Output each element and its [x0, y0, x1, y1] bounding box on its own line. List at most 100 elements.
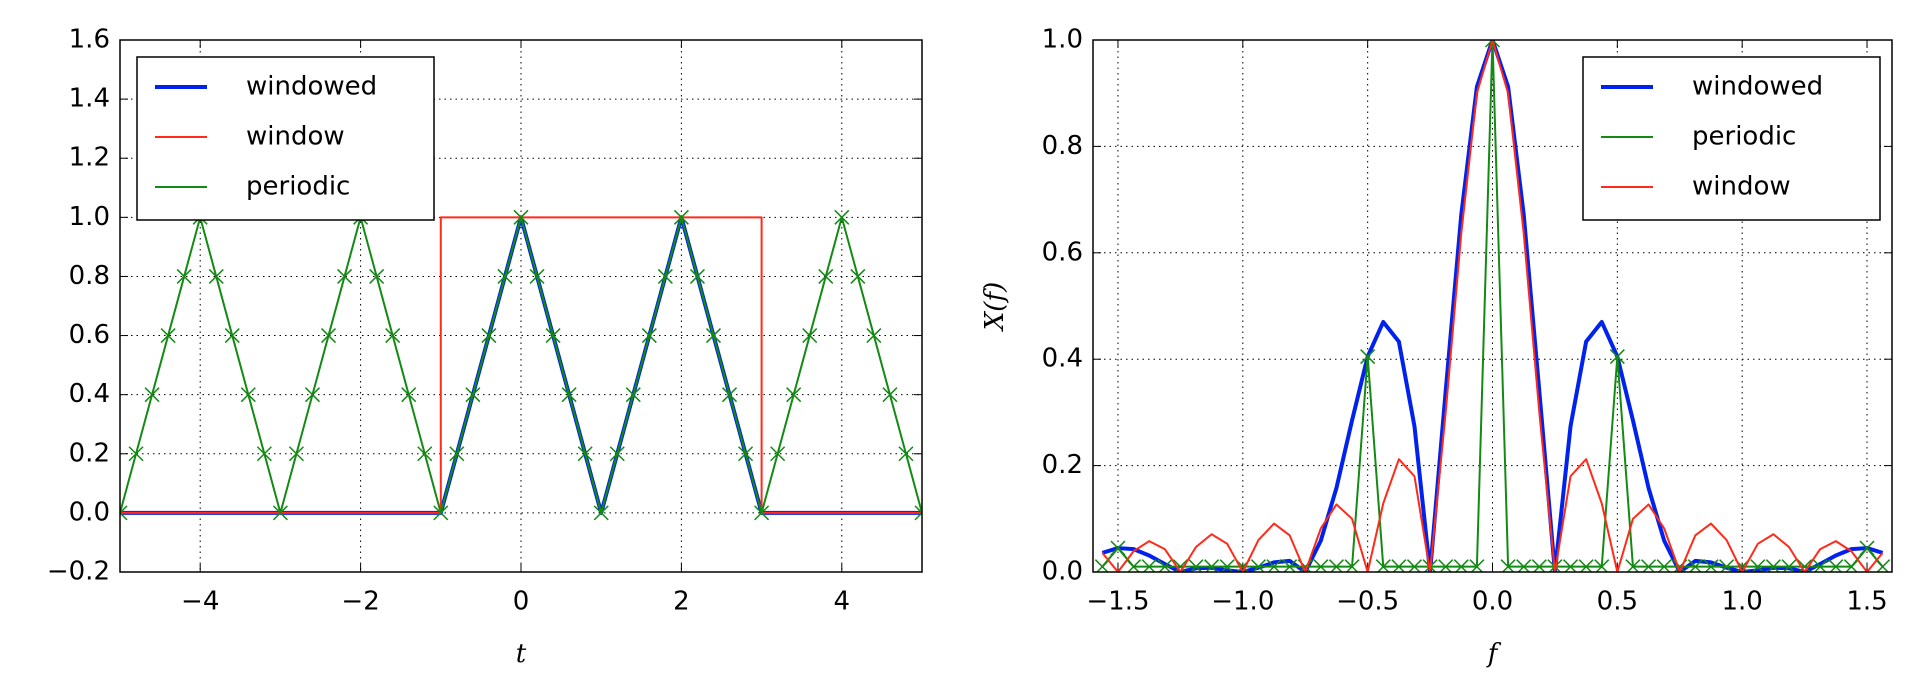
- x-tick-label: 1.0: [1722, 587, 1763, 617]
- axes-frame: [119, 39, 923, 573]
- marker: [176, 268, 192, 284]
- marker: [256, 446, 272, 462]
- y-tick-label: 1.6: [69, 25, 110, 55]
- x-tick-label: 2: [673, 587, 690, 617]
- y-tick-label: 0.4: [69, 379, 110, 409]
- y-axis-label: X(f): [980, 282, 1010, 332]
- y-tick-label: 1.0: [69, 202, 110, 232]
- y-tick-label: 0.2: [69, 438, 110, 468]
- marker: [369, 268, 385, 284]
- marker: [834, 209, 850, 225]
- marker: [898, 446, 914, 462]
- marker: [465, 387, 481, 403]
- y-tick-label: 1.2: [69, 143, 110, 173]
- y-tick-label: 0.0: [1042, 557, 1083, 587]
- legend-label: periodic: [246, 172, 350, 202]
- marker: [1609, 349, 1625, 365]
- marker: [914, 505, 922, 521]
- marker: [385, 328, 401, 344]
- x-axis-label: f: [1486, 639, 1502, 669]
- x-tick-label: −2: [341, 587, 379, 617]
- x-tick-label: 0: [513, 587, 530, 617]
- marker: [417, 446, 433, 462]
- x-tick-label: −1.0: [1211, 587, 1274, 617]
- series-line: [120, 216, 922, 514]
- marker: [689, 268, 705, 284]
- marker: [320, 328, 337, 344]
- marker: [754, 505, 770, 521]
- marker: [641, 328, 657, 344]
- y-tick-label: 1.4: [69, 84, 110, 114]
- marker: [593, 505, 609, 521]
- marker: [208, 268, 224, 284]
- y-tick-label: 0.2: [1042, 450, 1083, 480]
- marker: [337, 268, 353, 284]
- marker: [401, 387, 417, 403]
- y-tick-label: 1.0: [1042, 25, 1083, 55]
- marker: [481, 328, 497, 344]
- y-tick-label: 0.6: [69, 320, 110, 350]
- legend-label: periodic: [1692, 122, 1796, 152]
- marker: [673, 209, 689, 225]
- marker: [224, 328, 240, 344]
- marker: [513, 209, 529, 225]
- series-line: [1101, 40, 1884, 568]
- marker: [449, 446, 465, 462]
- legend-label: windowed: [246, 72, 377, 102]
- marker: [433, 505, 449, 521]
- marker: [497, 268, 513, 284]
- x-tick-label: −0.5: [1336, 587, 1399, 617]
- marker: [1360, 349, 1376, 365]
- marker: [770, 446, 786, 462]
- legend-label: windowed: [1692, 72, 1823, 102]
- marker: [144, 387, 160, 403]
- marker: [657, 268, 673, 284]
- marker: [561, 387, 577, 403]
- marker: [866, 328, 882, 344]
- marker: [802, 328, 818, 344]
- x-tick-label: 1.5: [1846, 587, 1887, 617]
- y-tick-label: 0.0: [69, 497, 110, 527]
- x-tick-label: 0.5: [1597, 587, 1638, 617]
- marker: [705, 328, 722, 344]
- y-tick-label: 0.8: [69, 261, 110, 291]
- marker: [738, 446, 754, 462]
- marker: [577, 446, 593, 462]
- y-tick-label: 0.6: [1042, 237, 1083, 267]
- series-line: [1101, 40, 1884, 572]
- marker: [1484, 40, 1501, 48]
- legend-label: window: [246, 122, 345, 152]
- marker: [120, 505, 128, 521]
- marker: [625, 387, 641, 403]
- marker: [160, 328, 176, 344]
- legend-label: window: [1692, 172, 1791, 202]
- marker: [272, 505, 288, 521]
- marker: [818, 268, 834, 284]
- marker: [609, 446, 625, 462]
- x-tick-label: −4: [181, 587, 219, 617]
- y-tick-label: 0.4: [1042, 344, 1083, 374]
- marker: [529, 268, 545, 284]
- legend-box: [1582, 56, 1881, 221]
- axes-frame: [1092, 39, 1893, 573]
- marker: [786, 387, 802, 403]
- y-tick-label: −0.2: [47, 557, 110, 587]
- marker: [128, 446, 144, 462]
- marker: [240, 387, 256, 403]
- x-tick-label: 4: [834, 587, 851, 617]
- marker: [288, 446, 304, 462]
- legend-box: [136, 56, 435, 221]
- marker: [1110, 540, 1126, 556]
- y-tick-label: 0.8: [1042, 131, 1083, 161]
- x-axis-label: t: [516, 639, 527, 669]
- plot-area: [120, 179, 922, 521]
- marker: [545, 328, 561, 344]
- marker: [1859, 540, 1875, 556]
- marker: [850, 268, 866, 284]
- x-tick-label: −1.5: [1086, 587, 1149, 617]
- marker: [721, 387, 738, 403]
- marker: [882, 387, 898, 403]
- x-tick-label: 0.0: [1472, 587, 1513, 617]
- marker: [304, 387, 321, 403]
